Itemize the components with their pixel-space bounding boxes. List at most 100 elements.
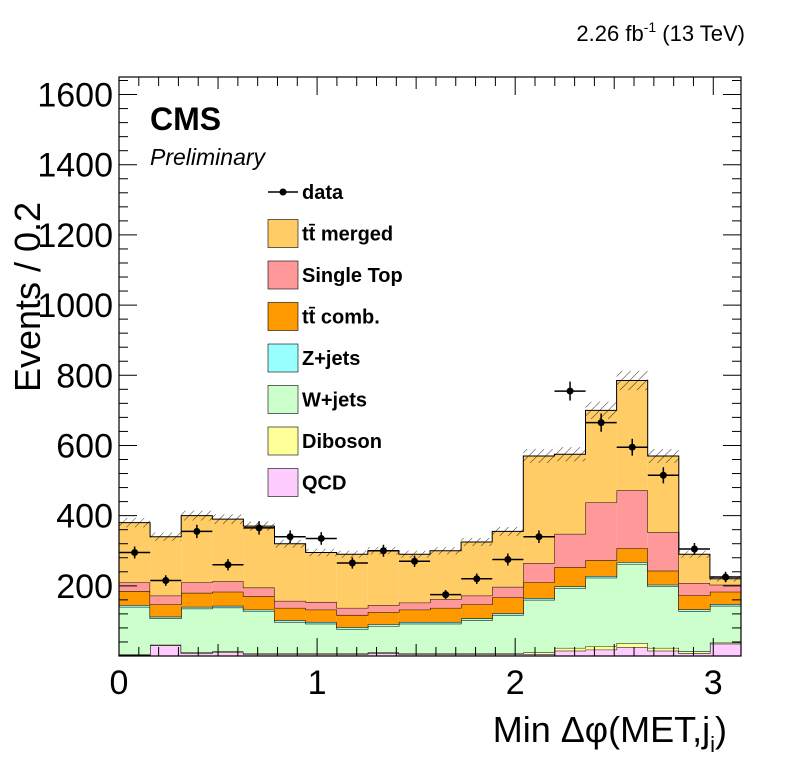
legend-label: tt̄ comb. [302,307,380,329]
bar-tt_comb-0 [119,591,151,606]
y-axis-title: Events / 0.2 [7,202,48,392]
legend-label: W+jets [302,390,367,412]
bar-zjets-0 [119,605,151,607]
data-points [119,381,742,600]
bar-wjets-4 [243,611,275,654]
y-tick-label: 600 [56,427,113,465]
bar-diboson-17 [647,647,679,651]
data-point-11 [461,573,493,585]
preliminary-label: Preliminary [150,144,267,170]
legend-item-zjets: Z+jets [267,343,360,373]
bar-zjets-10 [430,621,462,624]
bar-tt_comb-8 [367,612,399,625]
uncertainty-6 [305,548,337,557]
bar-tt_merged-6 [305,552,337,602]
x-tick-label: 0 [110,664,129,702]
bar-wjets-8 [367,626,399,653]
bar-single_top-11 [461,595,493,605]
luminosity-label: 2.26 fb-1 (13 TeV) [576,19,745,46]
bar-zjets-16 [616,562,648,565]
bar-tt_comb-19 [709,591,741,605]
bar-single_top-0 [119,582,151,592]
bar-single_top-17 [647,532,679,571]
legend: data tt̄ merged Single Top tt̄ comb. Z+jets W… [267,182,403,497]
bar-qcd-1 [150,645,182,656]
bar-wjets-3 [212,607,244,652]
bar-qcd-17 [647,650,679,656]
uncertainty-5 [274,539,306,548]
bar-tt_comb-2 [181,592,213,607]
bar-tt_comb-4 [243,596,275,610]
bar-tt_merged-1 [150,536,182,596]
bar-wjets-10 [430,623,462,654]
bar-qcd-14 [554,650,586,656]
bar-diboson-18 [678,651,710,654]
bar-single_top-1 [150,595,182,605]
data-point-6 [305,532,337,545]
bar-qcd-2 [181,653,213,656]
bar-zjets-1 [150,616,182,619]
uncertainty-14 [554,447,586,462]
bar-single_top-12 [492,586,524,598]
bar-zjets-2 [181,606,213,609]
x-tick-label: 2 [506,664,525,702]
bar-diboson-14 [554,647,586,651]
bar-qcd-7 [336,654,368,656]
bar-zjets-3 [212,605,244,608]
bar-wjets-17 [647,586,679,648]
bar-wjets-2 [181,608,213,653]
bar-single_top-16 [616,490,648,549]
bar-qcd-13 [523,654,555,656]
bar-zjets-5 [274,620,306,622]
legend-item-tt_comb: tt̄ comb. [267,302,380,331]
uncertainty-10 [430,547,462,555]
bar-tt_merged-13 [523,455,555,564]
x-axis-title: Min Δφ(MET,ji) [493,709,727,757]
bar-tt_comb-1 [150,604,182,617]
uncertainty-12 [492,527,524,536]
plot-frame [118,76,742,657]
bar-single_top-5 [274,600,306,608]
bar-zjets-14 [554,586,586,589]
bar-zjets-17 [647,584,679,587]
y-tick-label: 1600 [37,77,113,115]
bar-zjets-19 [709,604,741,606]
bar-tt_merged-18 [678,554,710,584]
bar-tt_comb-7 [336,614,368,628]
bar-tt_comb-5 [274,607,306,621]
bar-single_top-2 [181,582,213,593]
data-point-10 [430,590,462,600]
data-point-5 [274,530,306,544]
bar-single_top-19 [709,584,741,592]
data-point-0 [119,546,151,559]
bar-tt_merged-16 [616,380,648,491]
uncertainty-15 [585,401,617,419]
legend-item-wjets: W+jets [267,385,367,414]
bar-tt_comb-17 [647,570,679,585]
data-point-19 [709,571,742,583]
bar-zjets-9 [398,621,430,624]
legend-item-data: data [268,182,344,204]
bar-wjets-14 [554,588,586,648]
bar-single_top-15 [585,502,617,561]
uncertainty-11 [461,537,493,546]
x-tick-label: 3 [704,664,723,702]
bar-zjets-12 [492,613,524,615]
bar-tt_comb-12 [492,597,524,614]
uncertainty-1 [150,532,182,541]
uncertainty-17 [647,448,679,463]
data-point-4 [243,521,275,535]
bar-single_top-10 [430,599,462,608]
bar-wjets-19 [709,605,741,643]
bar-qcd-4 [243,654,275,656]
bar-zjets-18 [678,609,710,612]
bar-zjets-13 [523,598,555,600]
bar-wjets-1 [150,618,182,645]
bar-diboson-19 [709,642,741,644]
legend-item-single_top: Single Top [267,260,403,290]
legend-item-tt_merged: tt̄ merged [267,219,393,248]
bar-zjets-11 [461,618,493,621]
bar-qcd-9 [398,654,430,656]
stack-bars [119,380,741,656]
